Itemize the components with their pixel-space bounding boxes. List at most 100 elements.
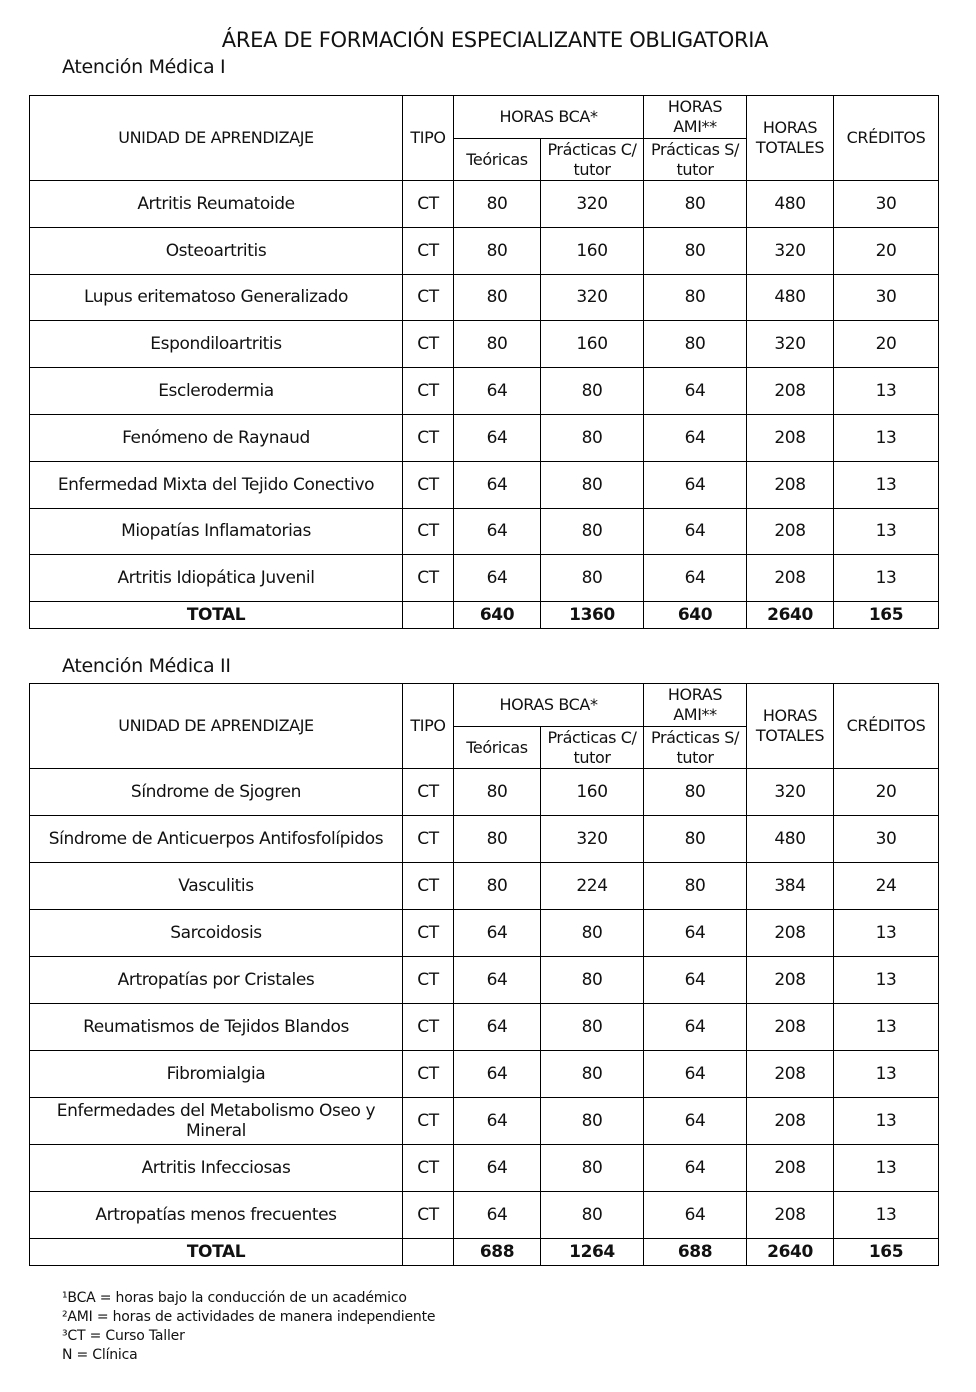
cell-unidad: Fenómeno de Raynaud [29,413,403,462]
cell-horas-totales: 480 [746,180,835,228]
footnote: N = Clínica [62,1347,138,1363]
cell-unidad: Osteoartritis [29,226,403,275]
header-teoricas: Teóricas [453,726,541,769]
cell-practicas-s: 64 [643,1144,748,1192]
cell-practicas-c: 320 [539,180,645,228]
cell-tipo: CT [402,1050,454,1098]
cell-practicas-s: 80 [643,862,748,910]
total-creditos: 165 [833,1238,940,1266]
cell-teoricas: 64 [453,1191,541,1239]
cell-practicas-c: 160 [539,226,645,275]
header-practicas-c: Prácticas C/ tutor [539,726,645,769]
cell-practicas-c: 80 [539,1050,645,1098]
cell-horas-totales: 320 [746,768,835,816]
total-horas-totales: 2640 [746,601,835,630]
cell-unidad: Enfermedades del Metabolismo Oseo y Mine… [29,1097,403,1145]
cell-creditos: 13 [833,909,940,957]
table-row: Artropatías por Cristales CT 64 80 64 208 13 [29,956,940,1004]
cell-unidad: Síndrome de Anticuerpos Antifosfolípidos [29,815,403,863]
footnote: ³CT = Curso Taller [62,1328,185,1344]
header-unidad: UNIDAD DE APRENDIZAJE [29,683,403,769]
total-teoricas: 688 [453,1238,541,1266]
cell-practicas-c: 320 [539,815,645,863]
cell-creditos: 13 [833,1144,940,1192]
cell-creditos: 13 [833,554,940,603]
table-row: Enfermedad Mixta del Tejido Conectivo CT 6… [29,460,940,509]
hours-table: UNIDAD DE APRENDIZAJE TIPO HORAS BCA* HORAS… [29,95,940,630]
cell-teoricas: 80 [453,320,541,369]
cell-teoricas: 64 [453,554,541,603]
cell-creditos: 20 [833,320,940,369]
cell-practicas-c: 160 [539,768,645,816]
cell-practicas-s: 80 [643,180,748,228]
cell-practicas-c: 80 [539,460,645,509]
cell-practicas-s: 80 [643,815,748,863]
cell-practicas-c: 80 [539,507,645,556]
total-tipo [402,1238,454,1266]
cell-creditos: 13 [833,1050,940,1098]
cell-tipo: CT [402,956,454,1004]
cell-teoricas: 64 [453,413,541,462]
header-practicas-s: Prácticas S/ tutor [643,726,748,769]
page-title: ÁREA DE FORMACIÓN ESPECIALIZANTE OBLIGAT… [221,28,769,52]
total-tipo [402,601,454,630]
cell-tipo: CT [402,367,454,415]
table-row: Osteoartritis CT 80 160 80 320 20 [29,226,940,275]
cell-teoricas: 80 [453,180,541,228]
total-row: TOTAL 640 1360 640 2640 165 [29,601,940,630]
table-row: Sarcoidosis CT 64 80 64 208 13 [29,909,940,957]
table-row: Fibromialgia CT 64 80 64 208 13 [29,1050,940,1098]
total-unidad: TOTAL [29,601,403,630]
cell-horas-totales: 208 [746,1144,835,1192]
cell-tipo: CT [402,507,454,556]
cell-creditos: 30 [833,180,940,228]
cell-practicas-s: 80 [643,320,748,369]
cell-horas-totales: 208 [746,1003,835,1051]
cell-teoricas: 64 [453,507,541,556]
header-horas-bca: HORAS BCA* [452,95,645,139]
cell-horas-totales: 208 [746,507,835,556]
cell-teoricas: 64 [453,1097,541,1145]
cell-practicas-s: 64 [643,507,748,556]
header-tipo: TIPO [402,683,454,769]
header-teoricas: Teóricas [453,138,541,181]
cell-creditos: 13 [833,507,940,556]
cell-creditos: 24 [833,862,940,910]
cell-teoricas: 64 [453,1144,541,1192]
cell-tipo: CT [402,460,454,509]
footnote: ¹BCA = horas bajo la conducción de un ac… [62,1290,407,1306]
cell-horas-totales: 208 [746,956,835,1004]
table-row: Síndrome de Sjogren CT 80 160 80 320 20 [29,768,940,816]
cell-practicas-c: 80 [539,1003,645,1051]
cell-horas-totales: 208 [746,1050,835,1098]
total-creditos: 165 [833,601,940,630]
table-row: Reumatismos de Tejidos Blandos CT 64 80 64 20… [29,1003,940,1051]
cell-creditos: 13 [833,1191,940,1239]
cell-practicas-c: 80 [539,1097,645,1145]
table-row: Vasculitis CT 80 224 80 384 24 [29,862,940,910]
cell-horas-totales: 208 [746,1097,835,1145]
cell-unidad: Espondiloartritis [29,320,403,369]
cell-practicas-s: 64 [643,1003,748,1051]
table-row: Enfermedades del Metabolismo Oseo y Mine… [29,1097,940,1145]
table-row: Lupus eritematoso Generalizado CT 80 320 80 4… [29,273,940,322]
cell-horas-totales: 208 [746,554,835,603]
cell-creditos: 30 [833,815,940,863]
cell-creditos: 20 [833,768,940,816]
cell-horas-totales: 384 [746,862,835,910]
cell-teoricas: 64 [453,956,541,1004]
section-subtitle: Atención Médica I [62,56,226,78]
cell-unidad: Enfermedad Mixta del Tejido Conectivo [29,460,403,509]
cell-practicas-s: 80 [643,273,748,322]
table-row: Síndrome de Anticuerpos Antifosfolípidos… [29,815,940,863]
total-practicas-c: 1264 [539,1238,645,1266]
table-row: Artritis Idiopática Juvenil CT 64 80 64 208 13 [29,554,940,603]
cell-creditos: 13 [833,460,940,509]
cell-teoricas: 64 [453,1003,541,1051]
cell-practicas-c: 80 [539,1191,645,1239]
total-row: TOTAL 688 1264 688 2640 165 [29,1238,940,1266]
header-practicas-c: Prácticas C/ tutor [539,138,645,181]
header-horas-bca: HORAS BCA* [452,683,645,727]
cell-tipo: CT [402,554,454,603]
footnotes: ¹BCA = horas bajo la conducción de un ac… [62,1289,435,1365]
